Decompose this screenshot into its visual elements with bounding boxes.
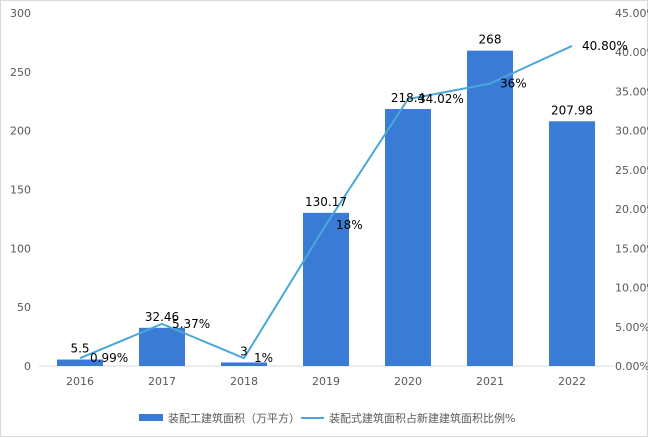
bars-layer (57, 50, 595, 367)
line-data-label: 34.02% (418, 92, 464, 106)
bar-data-label: 32.46 (145, 310, 179, 324)
bar-data-label: 5.5 (70, 342, 89, 356)
right-axis-tick-label: 20.00% (615, 203, 648, 216)
right-axis-tick-label: 35.00% (615, 85, 648, 98)
line-data-label: 40.80% (582, 39, 628, 53)
bar-data-label: 268 (479, 33, 502, 47)
bar-data-label: 3 (240, 344, 248, 358)
labels-layer: 5.5 32.46 3 130.17 218.4 268 207.98 0.99% 5.37% 1… (70, 33, 627, 366)
left-axis-tick-label: 250 (10, 66, 31, 79)
bar-data-label: 130.17 (305, 195, 347, 209)
bar-2019 (303, 212, 349, 366)
legend-swatch-bar (139, 414, 163, 421)
ratio-line (79, 45, 573, 360)
right-axis-tick-label: 15.00% (615, 242, 648, 255)
bar-data-label: 207.98 (551, 103, 593, 117)
bar-2017 (139, 327, 185, 366)
legend: 装配工建筑面积（万平方） 装配式建筑面积占新建建筑面积比例% (139, 411, 515, 425)
line-data-label: 5.37% (172, 317, 210, 331)
legend-label-bar: 装配工建筑面积（万平方） (168, 411, 300, 425)
legend-label-line: 装配式建筑面积占新建建筑面积比例% (329, 411, 515, 425)
right-axis-tick-label: 5.00% (615, 321, 648, 334)
left-axis-tick-label: 300 (10, 7, 31, 20)
axes-layer: 0 50 100 150 200 250 300 0.00% 5.00% 10.00% 15.00%… (10, 7, 648, 388)
line-data-label: 18% (336, 218, 363, 232)
left-axis-tick-label: 100 (10, 242, 31, 255)
bar-data-label: 218.4 (391, 91, 425, 105)
x-axis-tick-label: 2016 (66, 375, 94, 388)
bar-2021 (467, 50, 513, 367)
left-axis-tick-label: 0 (24, 360, 31, 373)
right-axis-tick-label: 25.00% (615, 164, 648, 177)
x-axis-tick-label: 2017 (148, 375, 176, 388)
right-axis-tick-label: 30.00% (615, 125, 648, 138)
line-data-label: 36% (500, 77, 527, 91)
x-axis-tick-label: 2019 (312, 375, 340, 388)
right-axis-tick-label: 45.00% (615, 7, 648, 20)
line-data-label: 0.99% (90, 351, 128, 365)
bar-2018 (221, 362, 267, 366)
bar-2016 (57, 359, 103, 366)
right-axis-tick-label: 0.00% (615, 360, 648, 373)
left-axis-tick-label: 50 (17, 301, 31, 314)
right-axis-tick-label: 10.00% (615, 282, 648, 295)
x-axis-tick-label: 2022 (558, 375, 586, 388)
right-axis-tick-label: 40.00% (615, 46, 648, 59)
line-layer (79, 45, 573, 360)
x-axis-tick-label: 2020 (394, 375, 422, 388)
left-axis-tick-label: 150 (10, 184, 31, 197)
bar-2020 (385, 109, 431, 367)
x-axis-tick-label: 2021 (476, 375, 504, 388)
left-axis-tick-label: 200 (10, 125, 31, 138)
bar-2022 (549, 121, 595, 367)
x-axis-tick-label: 2018 (230, 375, 258, 388)
line-data-label: 1% (254, 351, 273, 365)
